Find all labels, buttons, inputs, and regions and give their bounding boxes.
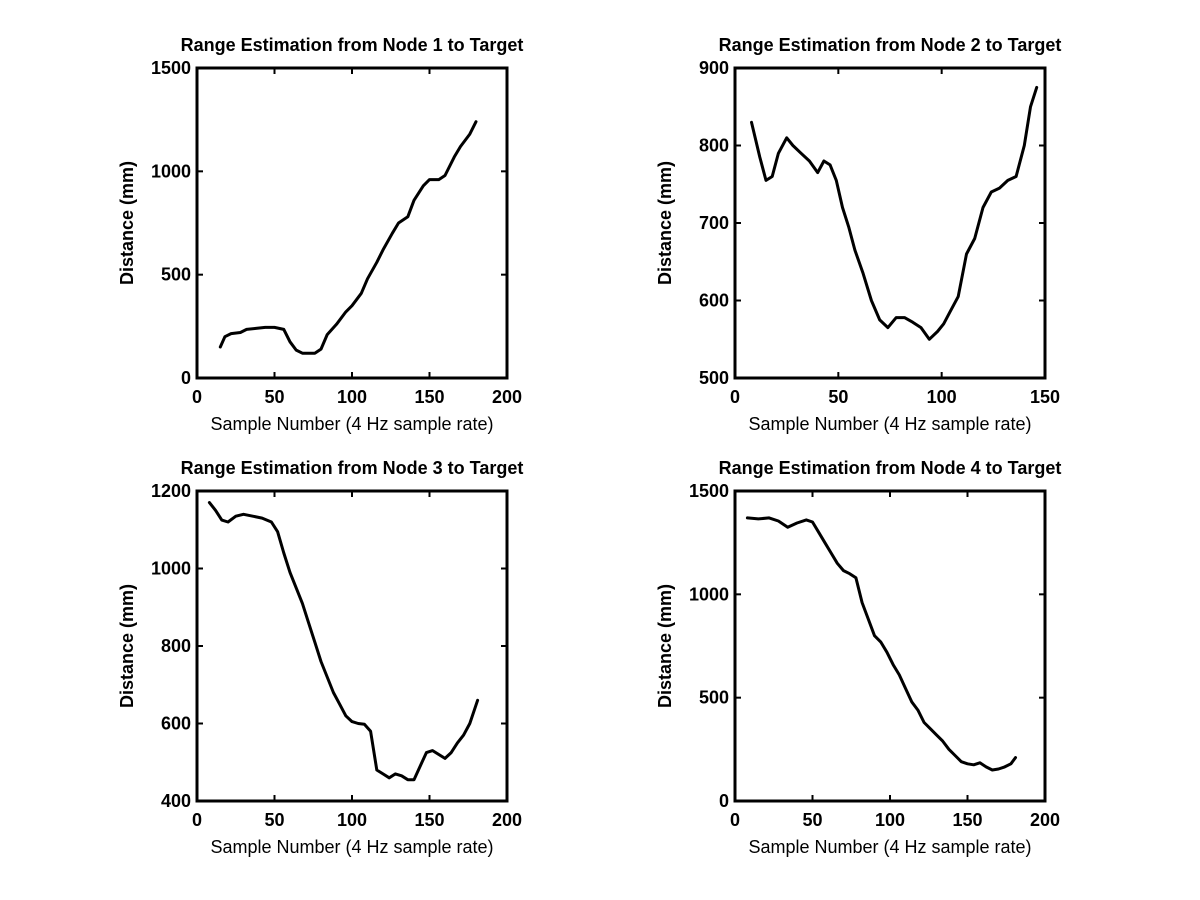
y-tick-label: 500 [161, 265, 191, 285]
y-axis-label: Distance (mm) [655, 161, 675, 285]
x-axis-label: Sample Number (4 Hz sample rate) [748, 837, 1031, 857]
x-axis-label: Sample Number (4 Hz sample rate) [748, 414, 1031, 434]
x-axis-label: Sample Number (4 Hz sample rate) [210, 837, 493, 857]
x-tick-label: 200 [492, 810, 522, 830]
x-tick-label: 200 [492, 387, 522, 407]
x-tick-label: 0 [192, 387, 202, 407]
y-tick-label: 1200 [151, 481, 191, 501]
y-tick-label: 1500 [689, 481, 729, 501]
x-tick-label: 0 [730, 387, 740, 407]
y-tick-label: 1000 [151, 161, 191, 181]
x-tick-label: 150 [1030, 387, 1060, 407]
x-tick-label: 150 [414, 387, 444, 407]
x-tick-label: 50 [264, 387, 284, 407]
x-tick-label: 200 [1030, 810, 1060, 830]
series-line-1 [207, 501, 480, 782]
axes-frame [733, 66, 1047, 380]
y-tick-label: 0 [181, 368, 191, 388]
chart-title: Range Estimation from Node 3 to Target [181, 458, 524, 478]
axes-frame [195, 489, 509, 803]
y-tick-label: 600 [699, 291, 729, 311]
y-axis-label: Distance (mm) [117, 161, 137, 285]
x-tick-label: 50 [828, 387, 848, 407]
x-tick-label: 100 [927, 387, 957, 407]
y-tick-label: 1000 [151, 559, 191, 579]
y-tick-label: 800 [161, 636, 191, 656]
axes-frame [733, 489, 1047, 803]
series-line-1 [750, 85, 1039, 341]
x-tick-label: 150 [414, 810, 444, 830]
chart-title: Range Estimation from Node 2 to Target [719, 35, 1062, 55]
chart-panel-4: Range Estimation from Node 4 to Target 0 5… [655, 458, 1061, 857]
x-tick-label: 100 [875, 810, 905, 830]
y-tick-label: 600 [161, 714, 191, 734]
y-tick-label: 500 [699, 688, 729, 708]
y-axis-label: Distance (mm) [117, 584, 137, 708]
chart-title: Range Estimation from Node 1 to Target [181, 35, 524, 55]
y-tick-label: 700 [699, 213, 729, 233]
x-tick-label: 100 [337, 387, 367, 407]
y-tick-label: 800 [699, 136, 729, 156]
series-line-1 [745, 516, 1017, 772]
y-tick-label: 500 [699, 368, 729, 388]
x-tick-label: 0 [192, 810, 202, 830]
x-tick-label: 50 [802, 810, 822, 830]
chart-panel-1: Range Estimation from Node 1 to Target 0 5… [117, 35, 523, 434]
x-tick-label: 50 [264, 810, 284, 830]
x-tick-label: 150 [952, 810, 982, 830]
y-axis-label: Distance (mm) [655, 584, 675, 708]
y-tick-label: 900 [699, 58, 729, 78]
x-tick-label: 100 [337, 810, 367, 830]
chart-panel-3: Range Estimation from Node 3 to Target 0 5… [117, 458, 523, 857]
y-tick-label: 1000 [689, 584, 729, 604]
x-axis-label: Sample Number (4 Hz sample rate) [210, 414, 493, 434]
series-line-1 [218, 120, 478, 355]
chart-title: Range Estimation from Node 4 to Target [719, 458, 1062, 478]
y-tick-label: 0 [719, 791, 729, 811]
x-tick-label: 0 [730, 810, 740, 830]
y-tick-label: 400 [161, 791, 191, 811]
y-tick-label: 1500 [151, 58, 191, 78]
